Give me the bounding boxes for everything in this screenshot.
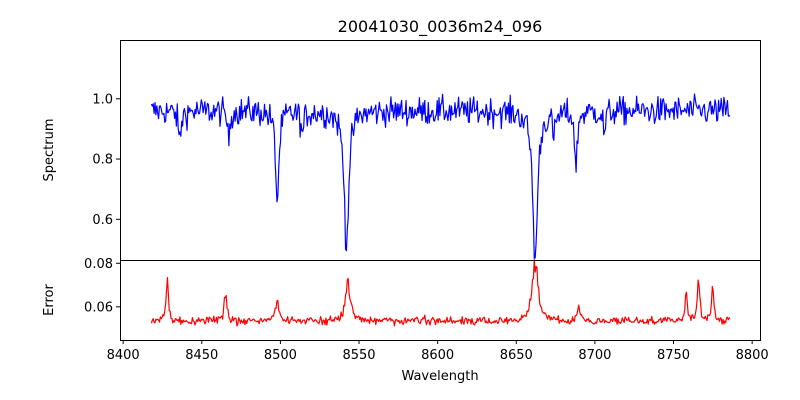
spectrum-ytick-label: 0.6 [92,213,113,228]
spectrum-ytick-label: 1.0 [92,92,113,107]
x-axis-label: Wavelength [401,369,478,384]
error-axes-frame [120,260,761,341]
chart-title: 20041030_0036m24_096 [338,17,543,37]
spectrum-series-line [150,93,731,259]
spectrum-axes-frame [120,40,761,261]
spectrum-ytick-label: 0.8 [92,153,113,168]
error-series-line [150,259,731,327]
x-tick-label: 8700 [578,348,611,363]
x-tick-label: 8450 [185,348,218,363]
x-tick-label: 8800 [736,348,769,363]
error-panel: 0.06 0.08 Error [42,257,761,341]
x-tick-label: 8400 [107,348,140,363]
error-ylabel: Error [42,284,57,316]
error-ytick-label: 0.06 [84,300,113,315]
x-tick-label: 8750 [657,348,690,363]
x-tick-label: 8550 [342,348,375,363]
spectrum-panel: 0.6 0.8 1.0 Spectrum [42,40,761,261]
x-tick-label: 8500 [264,348,297,363]
spectrum-ylabel: Spectrum [42,119,57,182]
x-tick-label: 8650 [500,348,533,363]
x-tick-label: 8600 [421,348,454,363]
error-ytick-label: 0.08 [84,257,113,272]
